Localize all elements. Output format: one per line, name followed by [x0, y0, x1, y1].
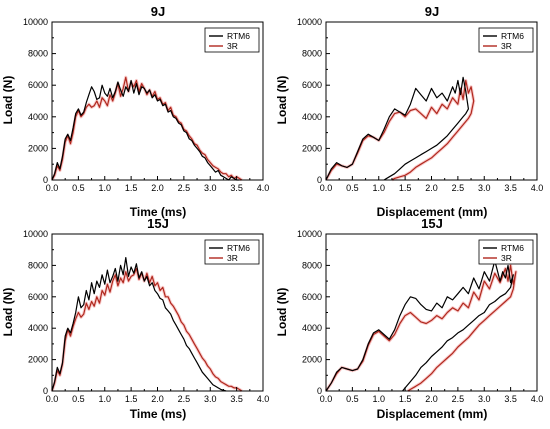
legend-label-3R: 3R: [227, 41, 238, 51]
panel-15j-displacement: 15J Displacement (mm) Load (N) 0.0 0.5 1.0…: [275, 216, 543, 421]
y-tick-label: 0: [43, 386, 48, 396]
y-tick-label: 8000: [302, 260, 322, 270]
x-tick-label: 1.5: [399, 183, 412, 193]
x-tick-label: 2.5: [178, 183, 191, 193]
series-line-3R-halo: [324, 263, 518, 393]
y-axis-label: Load (N): [1, 76, 15, 125]
y-tick-label: 8000: [28, 260, 48, 270]
y-tick-label: 2000: [28, 143, 48, 153]
y-tick-label: 0: [317, 175, 322, 185]
y-tick-label: 2000: [302, 355, 322, 365]
x-tick-label: 1.0: [98, 394, 111, 404]
legend-label-3R: 3R: [227, 253, 238, 263]
x-tick-label: 2.0: [425, 183, 438, 193]
x-tick-label: 0.5: [72, 394, 85, 404]
legend-box: [478, 239, 534, 265]
y-tick-label: 10000: [297, 229, 322, 239]
y-axis-label: Load (N): [275, 76, 289, 125]
legend-label-3R: 3R: [501, 253, 512, 263]
y-axis-label: Load (N): [1, 288, 15, 337]
legend-box: [478, 27, 534, 53]
x-tick-label: 2.5: [178, 394, 191, 404]
x-tick-label: 0.0: [320, 394, 333, 404]
panel-9j-displacement: 9J Displacement (mm) Load (N) 0.0 0.5 1.0 1…: [275, 4, 543, 219]
x-tick-label: 3.5: [230, 183, 243, 193]
x-tick-label: 4.0: [531, 394, 544, 404]
y-tick-label: 0: [43, 175, 48, 185]
y-tick-label: 6000: [28, 292, 48, 302]
legend-label-3R: 3R: [501, 41, 512, 51]
x-tick-label: 3.0: [204, 183, 217, 193]
y-tick-label: 6000: [28, 80, 48, 90]
x-tick-label: 1.0: [98, 183, 111, 193]
x-tick-label: 3.0: [204, 394, 217, 404]
y-tick-label: 10000: [23, 229, 48, 239]
x-tick-label: 1.5: [399, 394, 412, 404]
panel-15j-time: 15J Time (ms) Load (N) 0.0 0.5 1.0 1.5 2.0 2.…: [1, 216, 269, 421]
series-line-RTM6: [51, 79, 240, 181]
legend-box: [204, 27, 260, 53]
x-tick-label: 3.0: [478, 394, 491, 404]
x-tick-label: 4.0: [257, 394, 270, 404]
legend-label-RTM6: RTM6: [227, 243, 250, 253]
x-tick-label: 1.0: [372, 183, 385, 193]
y-tick-label: 4000: [302, 323, 322, 333]
y-tick-label: 10000: [23, 17, 48, 27]
legend-label-RTM6: RTM6: [501, 31, 524, 41]
x-tick-label: 0.5: [346, 183, 359, 193]
series-line-3R: [51, 267, 243, 392]
x-axis-label: Time (ms): [130, 205, 186, 219]
y-tick-label: 8000: [302, 49, 322, 59]
x-tick-label: 2.5: [452, 183, 465, 193]
y-tick-label: 4000: [302, 112, 322, 122]
x-tick-label: 2.0: [151, 394, 164, 404]
y-tick-label: 2000: [28, 355, 48, 365]
x-axis-label: Displacement (mm): [377, 407, 488, 421]
x-tick-label: 2.0: [151, 183, 164, 193]
x-tick-label: 0.5: [72, 183, 85, 193]
x-tick-label: 0.0: [320, 183, 333, 193]
panel-title: 15J: [147, 216, 169, 231]
y-tick-label: 0: [317, 386, 322, 396]
x-tick-label: 4.0: [531, 183, 544, 193]
x-tick-label: 1.5: [125, 394, 138, 404]
y-axis-label: Load (N): [275, 288, 289, 337]
series-line-RTM6: [51, 257, 227, 392]
y-tick-label: 6000: [302, 80, 322, 90]
x-tick-label: 2.5: [452, 394, 465, 404]
series-line-3R: [325, 79, 475, 181]
panel-title: 9J: [425, 4, 439, 19]
panel-9j-time: 9J Time (ms) Load (N) 0.0 0.5 1.0 1.5 2.0 2.5…: [1, 4, 269, 219]
x-tick-label: 3.5: [504, 394, 517, 404]
panel-title: 9J: [151, 4, 165, 19]
x-tick-label: 0.0: [46, 183, 59, 193]
x-tick-label: 3.0: [478, 183, 491, 193]
panel-title: 15J: [421, 216, 443, 231]
series-line-3R: [51, 76, 243, 181]
series-line-3R-halo: [50, 266, 243, 393]
x-tick-label: 3.5: [230, 394, 243, 404]
y-tick-label: 4000: [28, 112, 48, 122]
series-line-RTM6: [325, 76, 469, 181]
x-tick-label: 2.0: [425, 394, 438, 404]
y-tick-label: 2000: [302, 143, 322, 153]
x-tick-label: 0.0: [46, 394, 59, 404]
legend-label-RTM6: RTM6: [227, 31, 250, 41]
x-axis-label: Time (ms): [130, 407, 186, 421]
x-tick-label: 1.5: [125, 183, 138, 193]
y-tick-label: 8000: [28, 49, 48, 59]
x-tick-label: 3.5: [504, 183, 517, 193]
y-tick-label: 10000: [297, 17, 322, 27]
series-line-3R: [325, 264, 517, 392]
x-tick-label: 1.0: [372, 394, 385, 404]
x-tick-label: 4.0: [257, 183, 270, 193]
y-tick-label: 4000: [28, 323, 48, 333]
legend-box: [204, 239, 260, 265]
x-tick-label: 0.5: [346, 394, 359, 404]
y-tick-label: 6000: [302, 292, 322, 302]
x-axis-label: Displacement (mm): [377, 205, 488, 219]
legend-label-RTM6: RTM6: [501, 243, 524, 253]
series-line-RTM6: [325, 260, 514, 392]
